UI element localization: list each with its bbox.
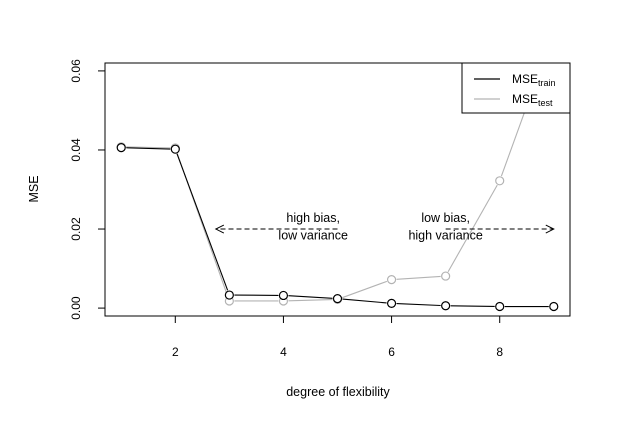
x-tick-label: 2 bbox=[172, 345, 179, 359]
series-test-point bbox=[386, 275, 397, 285]
series-train-point bbox=[441, 301, 451, 311]
series-train bbox=[116, 142, 559, 312]
legend-label-subscript: test bbox=[538, 98, 553, 108]
series-layer bbox=[116, 27, 559, 312]
y-axis-title: MSE bbox=[27, 175, 41, 202]
legend-label-main: MSE bbox=[512, 72, 538, 86]
y-tick-label: 0.02 bbox=[69, 217, 83, 241]
series-train-point bbox=[278, 290, 289, 301]
series-train-point bbox=[170, 144, 180, 154]
x-axis-title: degree of flexibility bbox=[286, 385, 390, 399]
legend-label-main: MSE bbox=[512, 92, 538, 106]
x-tick-label: 6 bbox=[388, 345, 395, 359]
x-tick-label: 4 bbox=[280, 345, 287, 359]
series-test-segment bbox=[126, 146, 171, 149]
series-test-point bbox=[441, 271, 451, 281]
y-tick-label: 0.00 bbox=[69, 296, 83, 320]
y-tick-label: 0.06 bbox=[69, 59, 83, 83]
legend-label-train: MSEtrain bbox=[512, 72, 556, 88]
axes: 2 4 6 8 0.00 0.02 0.04 0.06 bbox=[69, 59, 571, 359]
annotations: high bias, low variance low bias, high vari… bbox=[214, 211, 555, 242]
x-tick-label: 8 bbox=[496, 345, 503, 359]
annotation-arrow-head bbox=[214, 224, 225, 234]
series-train-point bbox=[495, 301, 505, 312]
annotation-line-1: low bias, bbox=[421, 211, 470, 225]
series-train-point bbox=[116, 142, 126, 153]
legend-box bbox=[461, 62, 571, 114]
annotation-arrow-head bbox=[545, 224, 555, 234]
series-train-point bbox=[549, 301, 559, 312]
series-test-point bbox=[495, 176, 505, 186]
series-train-segment bbox=[342, 298, 387, 304]
series-test-segment bbox=[396, 275, 441, 280]
series-train-segment bbox=[396, 303, 441, 307]
series-train-point bbox=[332, 294, 343, 304]
legend-label-subscript: train bbox=[538, 78, 556, 88]
series-test-point bbox=[550, 27, 558, 35]
annotation-line-2: high variance bbox=[408, 228, 482, 242]
plot-frame bbox=[104, 62, 571, 317]
series-train-segment bbox=[126, 147, 171, 150]
series-train-point bbox=[386, 298, 397, 308]
y-tick-label: 0.04 bbox=[69, 138, 83, 162]
series-test-segment bbox=[342, 280, 388, 299]
series-train-segment bbox=[288, 295, 333, 299]
series-train-point bbox=[224, 290, 234, 300]
annotation-line-1: high bias, bbox=[286, 211, 340, 225]
legend-label-test: MSEtest bbox=[512, 92, 553, 108]
series-train-segment bbox=[450, 305, 495, 307]
annotation-2: low bias, high variance bbox=[408, 211, 555, 242]
series-test-segment bbox=[288, 298, 333, 302]
series-train-segment bbox=[176, 153, 229, 291]
annotation-1: high bias, low variance bbox=[214, 211, 348, 242]
series-test-segment bbox=[447, 184, 498, 272]
annotation-line-2: low variance bbox=[278, 228, 348, 242]
